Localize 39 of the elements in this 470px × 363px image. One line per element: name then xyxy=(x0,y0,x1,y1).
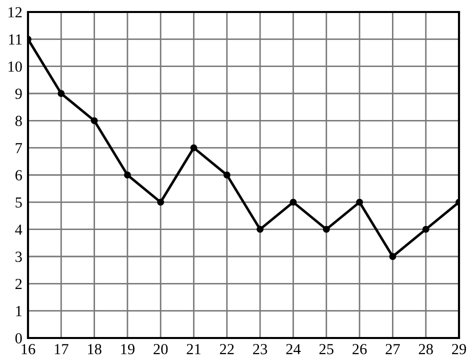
x-tick-label: 22 xyxy=(220,344,234,354)
x-tick-label: 25 xyxy=(319,344,334,354)
y-tick-label: 6 xyxy=(15,170,22,180)
x-tick-label: 29 xyxy=(452,344,466,354)
x-tick-label: 26 xyxy=(352,344,367,354)
y-tick-label: 5 xyxy=(16,197,22,208)
y-tick-label: 0 xyxy=(15,333,22,344)
point xyxy=(290,198,297,206)
point xyxy=(124,172,131,178)
y-tick-label: 12 xyxy=(8,7,22,18)
x-tick-label: 17 xyxy=(54,344,68,354)
x-tick-label: 20 xyxy=(154,344,168,354)
point xyxy=(223,172,230,178)
x-tick-label: 19 xyxy=(121,344,134,354)
y-tick-label: 3 xyxy=(16,252,22,262)
point xyxy=(422,226,430,233)
y-tick-label: 2 xyxy=(15,278,22,289)
point xyxy=(58,90,65,97)
y-tick-label: 1 xyxy=(16,306,22,316)
x-tick-label: 24 xyxy=(286,344,301,354)
y-tick-label: 11 xyxy=(9,34,22,44)
x-tick-label: 28 xyxy=(418,344,433,354)
y-tick-label: 10 xyxy=(8,61,22,72)
y-tick-label: 4 xyxy=(15,224,22,235)
point xyxy=(157,198,164,206)
point xyxy=(256,226,264,233)
x-tick-label: 27 xyxy=(386,344,400,354)
x-tick-label: 23 xyxy=(253,344,268,354)
y-tick-label: 7 xyxy=(16,143,22,154)
point xyxy=(356,198,364,206)
x-tick-label: 18 xyxy=(88,344,102,354)
point xyxy=(322,226,330,233)
y-tick-label: 9 xyxy=(15,88,22,99)
point xyxy=(190,144,198,152)
point xyxy=(389,253,396,260)
x-tick-label: 16 xyxy=(22,344,36,354)
y-tick-label: 8 xyxy=(15,116,22,126)
point xyxy=(90,117,98,124)
x-tick-label: 21 xyxy=(186,344,200,354)
